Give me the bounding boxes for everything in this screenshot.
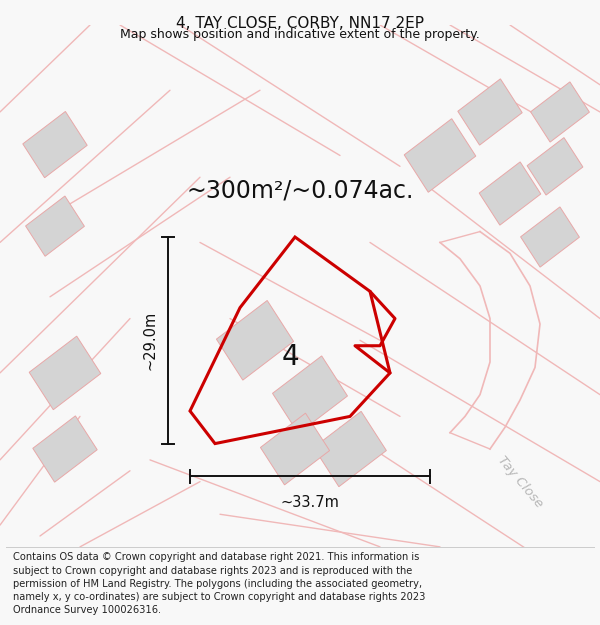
Text: ~33.7m: ~33.7m <box>281 494 340 509</box>
Text: Contains OS data © Crown copyright and database right 2021. This information is
: Contains OS data © Crown copyright and d… <box>13 552 425 615</box>
Polygon shape <box>404 119 476 192</box>
Polygon shape <box>314 411 386 487</box>
Polygon shape <box>29 336 101 410</box>
Polygon shape <box>23 111 87 178</box>
Polygon shape <box>479 162 541 225</box>
Text: ~300m²/~0.074ac.: ~300m²/~0.074ac. <box>187 178 413 202</box>
Polygon shape <box>260 413 329 485</box>
Polygon shape <box>272 356 347 433</box>
Polygon shape <box>33 416 97 482</box>
Text: ~29.0m: ~29.0m <box>143 311 158 370</box>
Polygon shape <box>458 79 522 145</box>
Polygon shape <box>530 82 589 142</box>
Text: Tay Close: Tay Close <box>495 453 545 510</box>
Text: 4: 4 <box>281 342 299 371</box>
Polygon shape <box>217 301 293 380</box>
Polygon shape <box>26 196 85 256</box>
Polygon shape <box>521 207 580 267</box>
Text: Map shows position and indicative extent of the property.: Map shows position and indicative extent… <box>120 28 480 41</box>
Polygon shape <box>527 138 583 195</box>
Text: 4, TAY CLOSE, CORBY, NN17 2EP: 4, TAY CLOSE, CORBY, NN17 2EP <box>176 16 424 31</box>
